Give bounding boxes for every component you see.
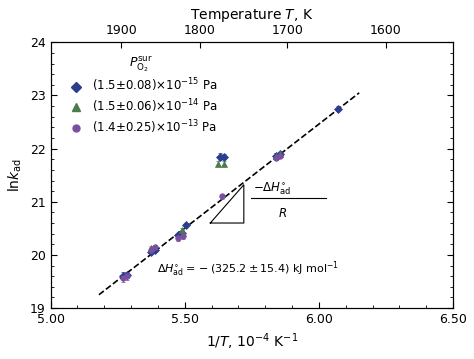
Legend: (1.5$\pm$0.08)$\times$10$^{-15}$ Pa, (1.5$\pm$0.06)$\times$10$^{-14}$ Pa, (1.4$\: (1.5$\pm$0.08)$\times$10$^{-15}$ Pa, (1.… [61,51,221,139]
Text: $R$: $R$ [278,207,287,220]
X-axis label: Temperature $\it{T}$, K: Temperature $\it{T}$, K [190,7,314,24]
X-axis label: 1/$T$, 10$^{-4}$ K$^{-1}$: 1/$T$, 10$^{-4}$ K$^{-1}$ [206,331,298,352]
Text: $\Delta H_{\mathrm{ad}}^{\circ} = -(325.2 \pm 15.4)$ kJ mol$^{-1}$: $\Delta H_{\mathrm{ad}}^{\circ} = -(325.… [156,260,338,279]
Text: $-\Delta H_{\mathrm{ad}}^{\circ}$: $-\Delta H_{\mathrm{ad}}^{\circ}$ [253,180,292,197]
Y-axis label: ln$k_{\mathrm{ad}}$: ln$k_{\mathrm{ad}}$ [7,158,24,192]
